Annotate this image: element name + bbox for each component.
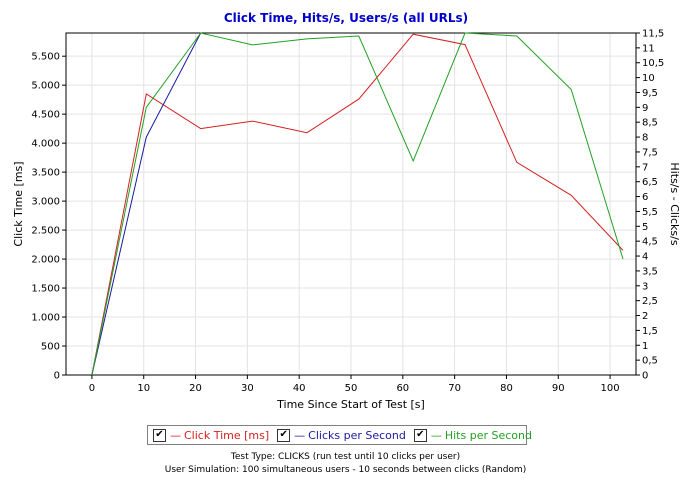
y2-tick-label: 10,5 <box>642 58 664 69</box>
y2-tick-label: 1 <box>642 341 648 352</box>
y2-tick-label: 5,5 <box>642 207 658 218</box>
y2-tick-label: 6,5 <box>642 177 658 188</box>
series-line-clicks-per-second <box>91 32 202 376</box>
footer-user-simulation: User Simulation: 100 simultaneous users … <box>164 465 527 475</box>
grid <box>66 33 636 376</box>
y2-tick-label: 4 <box>642 252 648 263</box>
chart-title: Click Time, Hits/s, Users/s (all URLs) <box>224 11 468 25</box>
y-tick-label: 3.000 <box>31 197 60 208</box>
y2-tick-label: 8 <box>642 133 648 144</box>
y2-tick-label: 2,5 <box>642 296 658 307</box>
y2-tick-label: 9,5 <box>642 88 658 99</box>
x-tick-label: 60 <box>396 383 409 394</box>
x-tick-label: 50 <box>345 383 358 394</box>
y2-tick-label: 1,5 <box>642 326 658 337</box>
y-tick-label: 1.500 <box>31 284 60 295</box>
y2-tick-label: 5 <box>642 222 648 233</box>
y-tick-label: 2.500 <box>31 226 60 237</box>
legend: ✔ — Click Time [ms] ✔ — Clicks per Secon… <box>147 425 532 445</box>
y-tick-label: 1.000 <box>31 313 60 324</box>
series-line-hits-per-second <box>91 32 624 376</box>
x-tick-label: 30 <box>241 383 254 394</box>
legend-checkbox[interactable]: ✔ <box>153 428 166 442</box>
y-axis-label: Click Time [ms] <box>12 161 25 246</box>
y2-tick-label: 3,5 <box>642 266 658 277</box>
y-tick-label: 0 <box>54 371 60 382</box>
y2-tick-label: 7,5 <box>642 147 658 158</box>
y-tick-label: 4.000 <box>31 139 60 150</box>
legend-label: Clicks per Second <box>308 428 406 442</box>
y2-axis: 00,511,522,533,544,555,566,577,588,599,5… <box>636 29 664 382</box>
y2-tick-label: 11 <box>642 43 655 54</box>
x-tick-label: 0 <box>89 383 95 394</box>
y2-tick-label: 3 <box>642 281 648 292</box>
y2-tick-label: 11,5 <box>642 29 664 40</box>
y-axis: 0 500 1.000 1.500 2.000 2.500 3.000 3.500 4.000 4… <box>31 52 66 382</box>
y2-axis-label: Hits/s - Clicks/s <box>668 162 681 245</box>
legend-item-clicks-per-second[interactable]: ✔ — Clicks per Second <box>277 428 406 442</box>
legend-item-click-time[interactable]: ✔ — Click Time [ms] <box>153 428 270 442</box>
y-tick-label: 5.500 <box>31 52 60 63</box>
legend-checkbox[interactable]: ✔ <box>277 428 291 442</box>
y2-tick-label: 0,5 <box>642 356 658 367</box>
x-tick-label: 70 <box>448 383 461 394</box>
y-tick-label: 4.500 <box>31 110 60 121</box>
y-tick-label: 500 <box>41 342 60 353</box>
x-tick-label: 90 <box>552 383 565 394</box>
y2-tick-label: 0 <box>642 371 648 382</box>
series-group <box>91 32 624 376</box>
footer-test-type: Test Type: CLICKS (run test until 10 cli… <box>230 452 461 462</box>
legend-item-hits-per-second[interactable]: ✔ — Hits per Second <box>413 428 532 442</box>
y2-tick-label: 10 <box>642 73 655 84</box>
legend-label: Hits per Second <box>444 428 532 442</box>
y2-tick-label: 8,5 <box>642 118 658 129</box>
x-tick-label: 10 <box>137 383 150 394</box>
x-tick-label: 40 <box>293 383 306 394</box>
y-tick-label: 2.000 <box>31 255 60 266</box>
x-tick-label: 80 <box>500 383 513 394</box>
y2-tick-label: 2 <box>642 311 648 322</box>
x-tick-label: 20 <box>189 383 202 394</box>
x-axis-label: Time Since Start of Test [s] <box>276 398 425 411</box>
y2-tick-label: 9 <box>642 103 648 114</box>
legend-label: Click Time [ms] <box>184 428 270 442</box>
legend-swatch: — <box>170 428 181 442</box>
y2-tick-label: 6 <box>642 192 648 203</box>
y2-tick-label: 4,5 <box>642 237 658 248</box>
series-line-click-time-ms <box>91 33 624 376</box>
legend-checkbox[interactable]: ✔ <box>413 428 427 442</box>
y-tick-label: 5.000 <box>31 81 60 92</box>
y-tick-label: 3.500 <box>31 168 60 179</box>
legend-swatch: — <box>294 428 306 442</box>
x-axis: 0 10 20 30 40 50 60 70 80 90 100 <box>89 375 620 394</box>
x-tick-label: 100 <box>601 383 620 394</box>
y2-tick-label: 7 <box>642 162 648 173</box>
legend-swatch: — <box>430 428 442 442</box>
